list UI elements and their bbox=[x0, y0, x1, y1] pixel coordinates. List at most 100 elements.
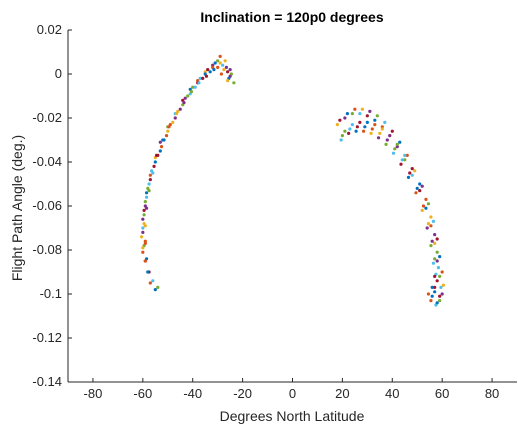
data-point bbox=[142, 222, 146, 226]
data-point bbox=[439, 285, 443, 289]
data-point bbox=[178, 107, 182, 111]
data-point bbox=[143, 204, 147, 208]
data-point bbox=[398, 140, 402, 144]
x-axis-label: Degrees North Latitude bbox=[220, 408, 365, 424]
data-point bbox=[373, 118, 377, 122]
data-point bbox=[208, 70, 212, 74]
data-point bbox=[436, 266, 441, 270]
chart-title: Inclination = 120p0 degrees bbox=[200, 9, 383, 25]
data-point bbox=[144, 195, 149, 199]
data-point bbox=[358, 112, 362, 116]
data-point bbox=[139, 235, 144, 239]
x-tick-label: -80 bbox=[84, 386, 103, 401]
y-tick-label: -0.02 bbox=[32, 110, 62, 125]
data-point bbox=[144, 191, 149, 195]
data-point bbox=[216, 59, 220, 63]
data-point bbox=[433, 257, 437, 261]
x-tick-label: -60 bbox=[133, 386, 152, 401]
data-point bbox=[390, 129, 394, 133]
data-point bbox=[146, 186, 150, 190]
data-point bbox=[142, 213, 146, 217]
data-point bbox=[384, 142, 388, 146]
data-point bbox=[424, 206, 428, 210]
data-point bbox=[219, 72, 224, 76]
data-point bbox=[405, 153, 409, 157]
data-point bbox=[363, 125, 367, 129]
data-point bbox=[408, 171, 412, 175]
data-point bbox=[430, 239, 434, 243]
data-point bbox=[226, 70, 230, 74]
data-point bbox=[441, 283, 446, 287]
x-tick-label: 20 bbox=[335, 386, 349, 401]
data-point bbox=[425, 226, 429, 230]
x-tick-label: -40 bbox=[183, 386, 202, 401]
data-point bbox=[383, 120, 387, 124]
data-point bbox=[173, 116, 177, 120]
y-tick-label: -0.1 bbox=[40, 286, 62, 301]
data-point bbox=[216, 65, 220, 69]
data-point bbox=[347, 131, 351, 135]
data-point bbox=[224, 65, 228, 69]
data-point bbox=[164, 134, 169, 138]
data-point bbox=[370, 127, 374, 131]
data-point bbox=[146, 270, 150, 274]
data-point bbox=[197, 81, 201, 85]
data-point bbox=[360, 107, 364, 111]
data-point bbox=[183, 96, 187, 100]
data-point bbox=[212, 68, 216, 72]
data-point bbox=[143, 239, 147, 243]
data-point bbox=[400, 158, 404, 162]
data-point bbox=[429, 244, 433, 248]
data-point bbox=[358, 120, 362, 124]
data-point bbox=[143, 200, 147, 204]
data-point bbox=[410, 173, 414, 177]
data-point bbox=[340, 134, 344, 138]
data-point bbox=[440, 292, 444, 296]
y-tick-label: -0.06 bbox=[32, 198, 62, 213]
data-point bbox=[433, 274, 437, 278]
data-point bbox=[191, 85, 195, 89]
data-point bbox=[426, 292, 431, 296]
data-point bbox=[147, 182, 151, 186]
x-tick-label: 0 bbox=[289, 386, 296, 401]
data-point bbox=[433, 233, 437, 237]
data-point bbox=[148, 281, 152, 285]
y-tick-label: -0.08 bbox=[32, 242, 62, 257]
data-point bbox=[415, 186, 419, 190]
data-point bbox=[141, 226, 145, 230]
data-point bbox=[426, 202, 431, 206]
data-point bbox=[348, 127, 352, 131]
data-point bbox=[141, 217, 145, 221]
data-point bbox=[142, 208, 146, 212]
data-point bbox=[343, 116, 347, 120]
data-point bbox=[365, 114, 369, 118]
data-point bbox=[395, 142, 399, 146]
data-point bbox=[430, 294, 434, 298]
data-point bbox=[395, 145, 399, 149]
data-point bbox=[226, 79, 230, 83]
data-point bbox=[143, 259, 147, 263]
data-point bbox=[149, 169, 154, 173]
y-tick-label: -0.12 bbox=[32, 330, 62, 345]
data-point bbox=[420, 184, 424, 188]
data-point bbox=[166, 129, 170, 133]
data-point bbox=[378, 131, 382, 135]
data-point bbox=[376, 136, 381, 140]
data-point bbox=[353, 107, 357, 111]
data-point bbox=[385, 138, 389, 142]
data-point bbox=[438, 294, 442, 298]
data-point bbox=[410, 167, 414, 171]
data-point bbox=[201, 76, 205, 80]
data-point bbox=[345, 112, 349, 116]
data-point bbox=[361, 129, 366, 133]
data-point bbox=[369, 131, 373, 135]
data-point bbox=[182, 101, 186, 105]
data-point bbox=[148, 178, 152, 182]
data-point bbox=[354, 129, 358, 133]
data-point bbox=[152, 164, 156, 168]
data-point bbox=[420, 208, 424, 212]
data-point bbox=[431, 219, 436, 223]
data-point bbox=[429, 224, 433, 228]
